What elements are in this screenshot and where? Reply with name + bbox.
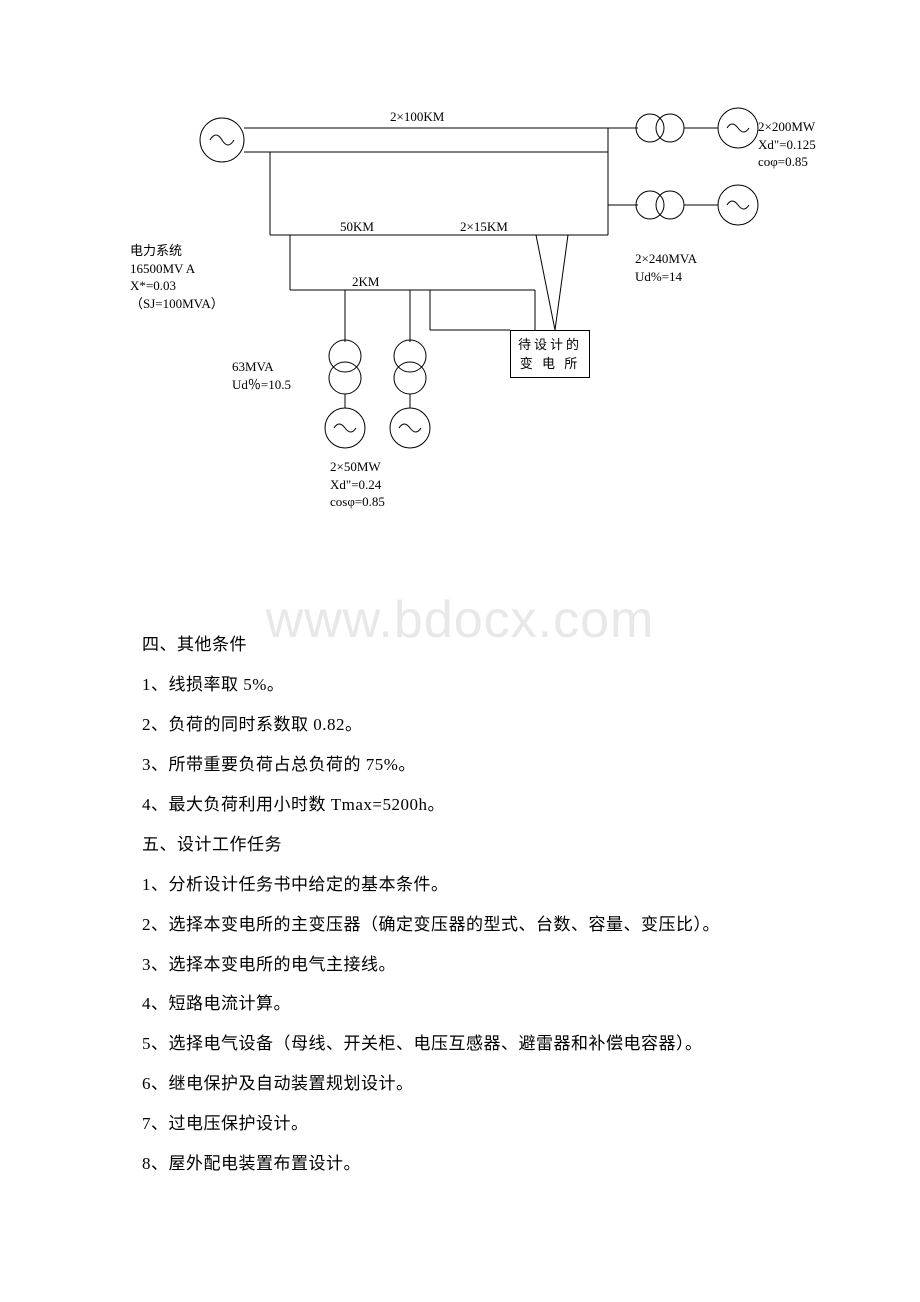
label-right-gen-top: 2×200MW Xd"=0.125 coφ=0.85 xyxy=(758,118,816,171)
power-system-l1: 电力系统 xyxy=(130,242,224,260)
section4-item-3: 3、所带重要负荷占总负荷的 75%。 xyxy=(142,745,782,785)
left-trans-l2: Ud％=10.5 xyxy=(232,376,291,394)
label-right-trans: 2×240MVA Ud%=14 xyxy=(635,250,697,285)
section4-item-1: 1、线损率取 5%。 xyxy=(142,665,782,705)
diagram-svg xyxy=(130,100,850,540)
power-system-l3: X*=0.03 xyxy=(130,277,224,295)
document-text: 四、其他条件 1、线损率取 5%。 2、负荷的同时系数取 0.82。 3、所带重… xyxy=(142,625,782,1184)
rgt-l1: 2×200MW xyxy=(758,118,816,136)
section5-item-2: 2、选择本变电所的主变压器（确定变压器的型式、台数、容量、变压比）。 xyxy=(142,905,782,945)
label-top-line: 2×100KM xyxy=(390,108,444,126)
section4-item-4: 4、最大负荷利用小时数 Tmax=5200h。 xyxy=(142,785,782,825)
left-trans-l1: 63MVA xyxy=(232,358,291,376)
power-system-l2: 16500MV A xyxy=(130,260,224,278)
rgt-l2: Xd"=0.125 xyxy=(758,136,816,154)
rt-l1: 2×240MVA xyxy=(635,250,697,268)
section5-item-6: 6、继电保护及自动装置规划设计。 xyxy=(142,1064,782,1104)
bottom-gen-l3: cosφ=0.85 xyxy=(330,493,385,511)
section5-item-8: 8、屋外配电装置布置设计。 xyxy=(142,1144,782,1184)
substation-box: 待设计的 变 电 所 xyxy=(510,330,590,378)
label-power-system: 电力系统 16500MV A X*=0.03 （SJ=100MVA） xyxy=(130,242,224,312)
bottom-gen-l2: Xd"=0.24 xyxy=(330,476,385,494)
bottom-gen-l1: 2×50MW xyxy=(330,458,385,476)
section5-heading: 五、设计工作任务 xyxy=(142,825,782,865)
section4-item-2: 2、负荷的同时系数取 0.82。 xyxy=(142,705,782,745)
section5-item-3: 3、选择本变电所的电气主接线。 xyxy=(142,945,782,985)
label-left-trans: 63MVA Ud％=10.5 xyxy=(232,358,291,393)
section5-item-7: 7、过电压保护设计。 xyxy=(142,1104,782,1144)
label-2km: 2KM xyxy=(352,273,379,291)
label-2x15km: 2×15KM xyxy=(460,218,508,236)
box-l2: 变 电 所 xyxy=(511,354,589,374)
power-system-diagram: 2×100KM 电力系统 16500MV A X*=0.03 （SJ=100MV… xyxy=(130,100,850,540)
box-l1: 待设计的 xyxy=(511,335,589,355)
section5-item-5: 5、选择电气设备（母线、开关柜、电压互感器、避雷器和补偿电容器）。 xyxy=(142,1024,782,1064)
rgt-l3: coφ=0.85 xyxy=(758,153,816,171)
rt-l2: Ud%=14 xyxy=(635,268,697,286)
section4-heading: 四、其他条件 xyxy=(142,625,782,665)
section5-item-1: 1、分析设计任务书中给定的基本条件。 xyxy=(142,865,782,905)
section5-item-4: 4、短路电流计算。 xyxy=(142,984,782,1024)
power-system-l4: （SJ=100MVA） xyxy=(130,295,224,313)
label-bottom-gen: 2×50MW Xd"=0.24 cosφ=0.85 xyxy=(330,458,385,511)
label-50km: 50KM xyxy=(340,218,374,236)
